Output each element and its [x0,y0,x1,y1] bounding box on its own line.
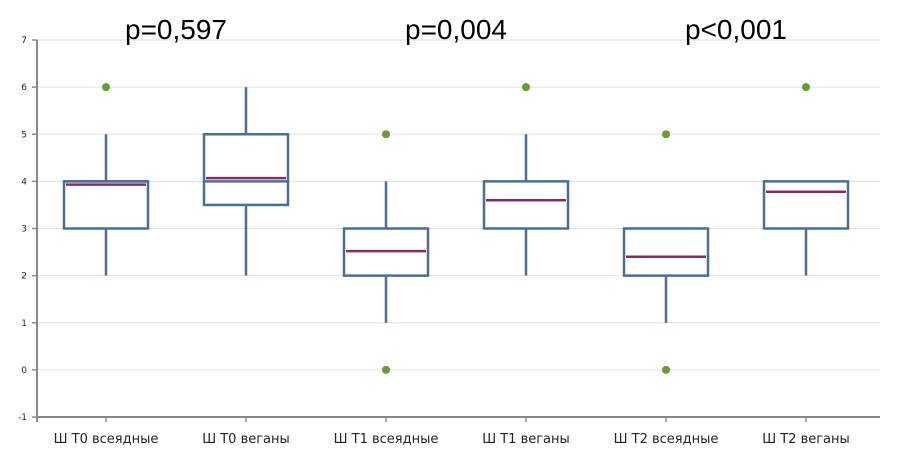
box [622,227,710,277]
y-tick-label: 0 [21,366,27,376]
outlier-point [102,83,110,92]
y-tick-label: 2 [21,272,27,282]
p-value-annotation: p=0,004 [405,14,507,45]
x-tick-label: Ш Т0 всеядные [54,432,159,447]
y-tick-label: 7 [21,36,27,46]
outlier-point [662,130,670,139]
box [482,180,570,230]
y-tick-label: 1 [21,319,27,329]
outlier-point [802,83,810,92]
x-tick-label: Ш Т2 веганы [762,432,850,447]
y-tick-label: -1 [18,413,27,423]
box [62,180,150,230]
outlier-point [382,365,390,374]
p-value-annotation: p<0,001 [685,14,787,45]
outlier-point [662,365,670,374]
y-tick-label: 6 [21,83,27,93]
x-tick-label: Ш Т1 веганы [482,432,570,447]
x-tick-label: Ш Т2 всеядные [614,432,719,447]
p-value-annotation: p=0,597 [125,14,227,45]
y-tick-label: 3 [21,225,27,235]
x-tick-label: Ш Т0 веганы [202,432,290,447]
x-tick-label: Ш Т1 всеядные [334,432,439,447]
box [202,133,290,207]
box [762,180,850,230]
outlier-point [522,83,530,92]
outlier-point [382,130,390,139]
y-tick-label: 4 [21,177,27,187]
y-tick-label: 5 [21,130,27,140]
